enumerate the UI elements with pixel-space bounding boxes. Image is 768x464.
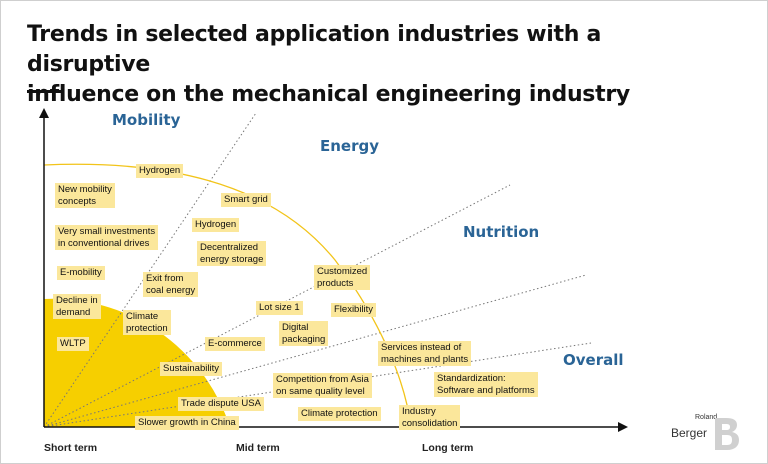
tag-hydrogen-mobility: Hydrogen bbox=[136, 164, 184, 178]
tag-e-commerce: E-commerce bbox=[205, 337, 265, 351]
tag-services-instead: Services instead of machines and plants bbox=[378, 341, 472, 366]
sector-mobility: Mobility bbox=[112, 111, 181, 129]
tag-digital-packaging: Digital packaging bbox=[279, 321, 329, 346]
tag-climate-protection-overall: Climate protection bbox=[298, 407, 381, 421]
roland-berger-logo: Roland Berger bbox=[662, 412, 742, 454]
tag-line: in conventional drives bbox=[58, 237, 150, 249]
tag-line: on same quality level bbox=[276, 385, 365, 397]
tag-sustainability: Sustainability bbox=[160, 362, 222, 376]
tag-line: Exit from bbox=[146, 273, 184, 284]
tag-climate-protection-energy: Climate protection bbox=[123, 310, 171, 335]
tag-line: Climate bbox=[126, 311, 159, 322]
logo-text-main: Berger bbox=[671, 426, 708, 440]
tag-line: consolidation bbox=[402, 417, 458, 429]
tag-line: packaging bbox=[282, 333, 326, 345]
tag-line: New mobility bbox=[58, 184, 112, 195]
tag-line: Digital bbox=[282, 322, 309, 333]
tag-line: Software and platforms bbox=[437, 384, 535, 396]
tag-line: Decline in bbox=[56, 295, 98, 306]
tag-line: coal energy bbox=[146, 284, 196, 296]
title-underline bbox=[27, 90, 63, 93]
axis-label-mid-term: Mid term bbox=[236, 442, 280, 454]
tag-line: Customized bbox=[317, 266, 368, 277]
divider-nutrition-overall bbox=[43, 274, 587, 428]
tag-industry-consolidation: Industry consolidation bbox=[399, 405, 461, 430]
logo-text-small: Roland bbox=[695, 414, 718, 421]
y-axis-arrowhead bbox=[39, 108, 49, 118]
divider-mobility-energy bbox=[43, 112, 257, 428]
short-term-zone bbox=[44, 298, 230, 427]
tag-customized-products: Customized products bbox=[314, 265, 371, 290]
tag-line: products bbox=[317, 277, 354, 289]
title-line-2: influence on the mechanical engineering … bbox=[27, 82, 630, 107]
tag-line: concepts bbox=[58, 195, 97, 207]
x-axis-arrowhead bbox=[618, 422, 628, 432]
sector-overall: Overall bbox=[563, 351, 624, 369]
tag-flexibility: Flexibility bbox=[331, 303, 377, 317]
axis-label-short-term: Short term bbox=[44, 442, 98, 454]
tag-new-mobility-concepts: New mobility concepts bbox=[55, 183, 115, 208]
tag-slower-growth-china: Slower growth in China bbox=[135, 416, 239, 430]
tag-trade-dispute: Trade dispute USA bbox=[178, 397, 264, 411]
tag-line: Competition from Asia bbox=[276, 374, 369, 385]
tag-standardization: Standardization: Software and platforms bbox=[434, 372, 538, 397]
tag-exit-coal: Exit from coal energy bbox=[143, 272, 199, 297]
tag-lot-size-1: Lot size 1 bbox=[256, 301, 303, 315]
tag-small-investments: Very small investments in conventional d… bbox=[55, 225, 159, 250]
page-title: Trends in selected application industrie… bbox=[27, 20, 727, 110]
logo-b-mark-icon bbox=[715, 418, 739, 450]
tag-line: Standardization: bbox=[437, 373, 506, 384]
tag-decline-in-demand: Decline in demand bbox=[53, 294, 101, 319]
tag-competition-asia: Competition from Asia on same quality le… bbox=[273, 373, 372, 398]
tag-smart-grid: Smart grid bbox=[221, 193, 271, 207]
tag-decentralized-storage: Decentralized energy storage bbox=[197, 241, 267, 266]
tag-line: Services instead of bbox=[381, 342, 462, 353]
tag-line: machines and plants bbox=[381, 353, 469, 365]
sector-nutrition: Nutrition bbox=[463, 223, 540, 241]
title-line-1: Trends in selected application industrie… bbox=[27, 22, 601, 77]
tag-line: Decentralized bbox=[200, 242, 259, 253]
tag-line: Industry bbox=[402, 406, 436, 417]
tag-e-mobility: E-mobility bbox=[57, 266, 105, 280]
tag-hydrogen-energy: Hydrogen bbox=[192, 218, 240, 232]
tag-line: energy storage bbox=[200, 253, 264, 265]
tag-line: demand bbox=[56, 306, 91, 318]
tag-wltp: WLTP bbox=[57, 337, 89, 351]
tag-line: Very small investments bbox=[58, 226, 156, 237]
tag-line: protection bbox=[126, 322, 168, 334]
axis-label-long-term: Long term bbox=[422, 442, 474, 454]
sector-energy: Energy bbox=[320, 137, 380, 155]
